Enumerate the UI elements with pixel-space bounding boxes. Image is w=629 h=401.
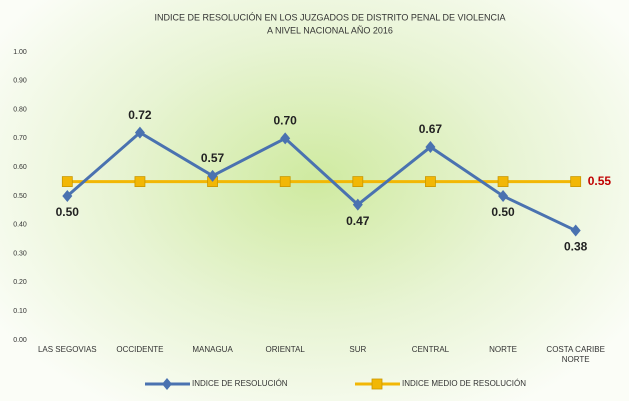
data-label: 0.38 — [564, 240, 588, 254]
point — [425, 141, 436, 154]
series-line — [66, 130, 577, 232]
data-label: 0.57 — [201, 151, 225, 165]
legend-label: INDICE MEDIO DE RESOLUCIÓN — [402, 379, 526, 388]
data-label: 0.50 — [491, 205, 515, 219]
x-tick-label: SUR — [349, 345, 367, 354]
point — [570, 224, 581, 237]
y-tick-label: 0.90 — [13, 78, 27, 85]
data-label: 0.50 — [56, 205, 80, 219]
point — [134, 176, 146, 188]
point — [498, 190, 509, 202]
chart-title: A NIVEL NACIONAL AÑO 2016 — [267, 25, 393, 35]
chart-title: INDICE DE RESOLUCIÓN EN LOS JUZGADOS DE … — [154, 12, 505, 22]
y-tick-label: 0.60 — [13, 164, 27, 171]
x-tick-label: MANAGUA — [192, 345, 233, 354]
y-tick-label: 0.00 — [13, 337, 27, 344]
point — [62, 190, 73, 202]
data-label: 0.70 — [274, 114, 298, 128]
x-tick-label: LAS SEGOVIAS — [37, 345, 97, 354]
y-tick-label: 0.50 — [13, 193, 27, 200]
x-tick-label: NORTE — [489, 345, 517, 354]
point — [279, 176, 291, 188]
x-tick-label: CENTRAL — [411, 345, 450, 354]
x-tick-label: COSTA CARIBE NORTE — [546, 345, 605, 364]
point — [570, 176, 582, 188]
data-label: 0.67 — [419, 122, 443, 136]
point — [162, 378, 172, 390]
point — [497, 176, 509, 188]
data-label: 0.55 — [588, 174, 612, 188]
y-tick-label: 0.70 — [13, 135, 27, 142]
point — [425, 176, 436, 188]
point — [352, 198, 363, 211]
y-tick-label: 1.00 — [13, 49, 27, 56]
data-label: 0.47 — [346, 214, 370, 228]
y-tick-label: 0.40 — [13, 222, 27, 229]
point — [61, 176, 73, 188]
point — [371, 378, 383, 390]
x-tick-label: ORIENTAL — [265, 345, 305, 354]
y-tick-label: 0.10 — [13, 308, 27, 315]
point — [207, 169, 218, 182]
y-tick-label: 0.30 — [13, 250, 27, 257]
x-tick-label: OCCIDENTE — [116, 345, 164, 354]
y-tick-label: 0.20 — [13, 279, 27, 286]
data-label: 0.72 — [128, 108, 152, 122]
point — [352, 176, 364, 188]
point — [134, 126, 145, 139]
point — [280, 132, 291, 145]
legend-label: INDICE DE RESOLUCIÓN — [192, 379, 288, 388]
y-tick-label: 0.80 — [13, 106, 27, 113]
